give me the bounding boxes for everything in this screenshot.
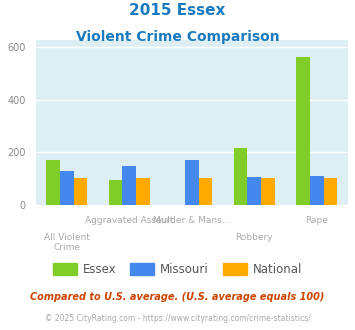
Bar xyxy=(310,176,323,205)
Text: Murder & Mans...: Murder & Mans... xyxy=(153,216,230,225)
Bar xyxy=(323,179,337,205)
Bar xyxy=(109,180,122,205)
Text: Violent Crime Comparison: Violent Crime Comparison xyxy=(76,30,279,44)
Text: Rape: Rape xyxy=(305,216,328,225)
Bar xyxy=(198,179,212,205)
Text: Robbery: Robbery xyxy=(235,233,273,242)
Bar xyxy=(247,177,261,205)
Bar xyxy=(261,179,275,205)
Bar xyxy=(185,160,198,205)
Bar xyxy=(73,179,87,205)
Bar xyxy=(296,57,310,205)
Text: 2015 Essex: 2015 Essex xyxy=(129,3,226,18)
Legend: Essex, Missouri, National: Essex, Missouri, National xyxy=(49,258,306,281)
Bar xyxy=(136,179,150,205)
Text: Aggravated Assault: Aggravated Assault xyxy=(85,216,174,225)
Bar xyxy=(46,160,60,205)
Text: All Violent
Crime: All Violent Crime xyxy=(44,233,90,252)
Bar xyxy=(234,148,247,205)
Bar xyxy=(60,171,73,205)
Bar xyxy=(122,166,136,205)
Text: Compared to U.S. average. (U.S. average equals 100): Compared to U.S. average. (U.S. average … xyxy=(30,292,325,302)
Text: © 2025 CityRating.com - https://www.cityrating.com/crime-statistics/: © 2025 CityRating.com - https://www.city… xyxy=(45,314,310,323)
